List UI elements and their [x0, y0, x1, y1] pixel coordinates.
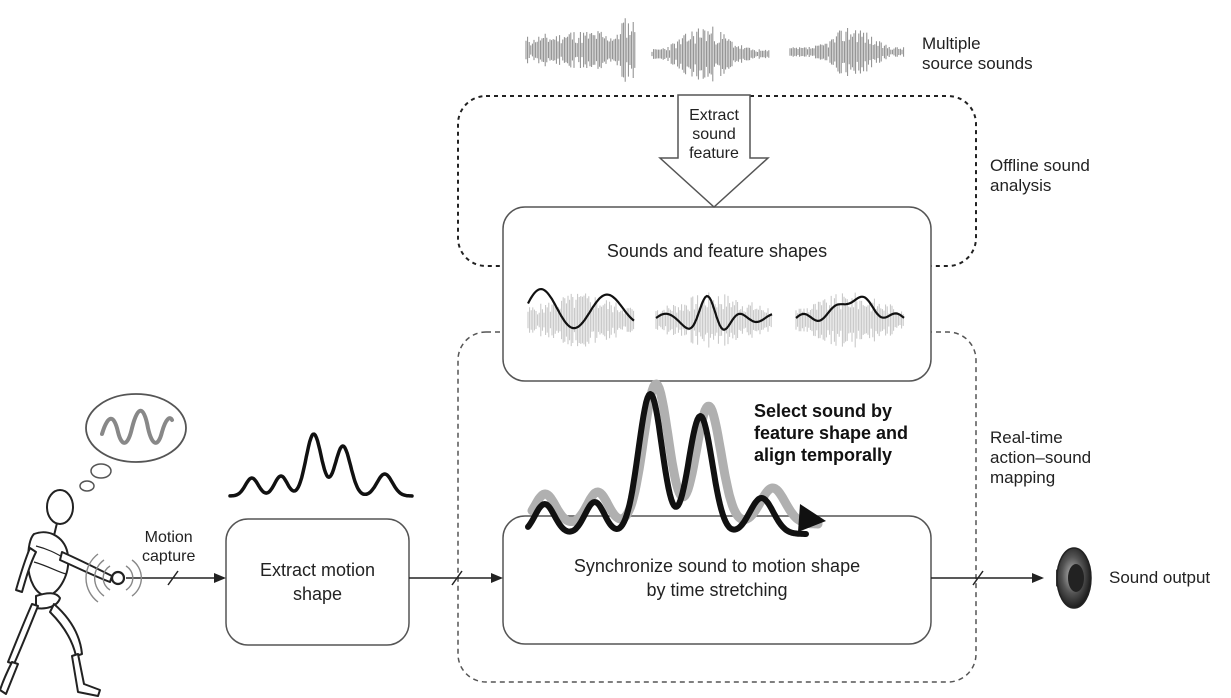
extract-sound-feature-label: Extract sound feature	[678, 106, 750, 163]
source-waveform-3	[790, 28, 904, 76]
sound-output-label: Sound output	[1109, 568, 1210, 588]
stick-figure-icon	[0, 490, 124, 696]
speaker-icon	[1056, 548, 1091, 608]
source-waveforms	[526, 18, 904, 81]
select-align-label: Select sound by feature shape and align …	[754, 400, 908, 466]
source-waveform-2	[652, 27, 769, 82]
thought-bubble-icon	[80, 394, 186, 491]
multiple-source-sounds-label: Multiple source sounds	[922, 34, 1033, 74]
source-waveform-1	[526, 18, 635, 81]
motion-capture-label: Motion capture	[142, 528, 195, 566]
sounds-feature-shapes-title: Sounds and feature shapes	[503, 239, 931, 263]
extract-motion-label: Extract motion shape	[226, 558, 409, 606]
realtime-mapping-label: Real-time action–sound mapping	[990, 428, 1091, 488]
offline-sound-analysis-label: Offline sound analysis	[990, 156, 1090, 196]
sounds-feature-shapes-box	[503, 207, 931, 381]
motion-shape-curve	[230, 434, 412, 496]
synchronize-label: Synchronize sound to motion shape by time…	[503, 554, 931, 602]
